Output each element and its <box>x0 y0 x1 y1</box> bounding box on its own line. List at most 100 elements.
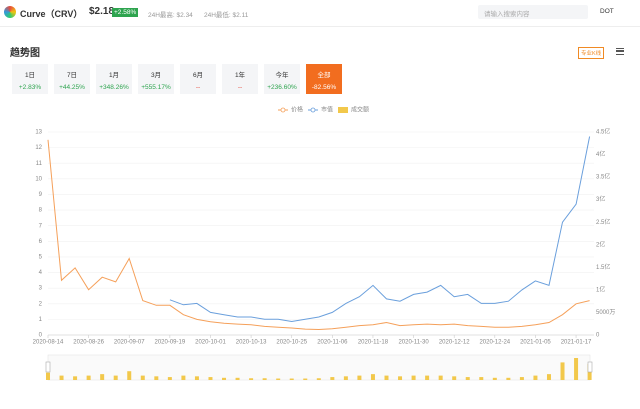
high: 24H最高: $2.34 <box>148 12 193 19</box>
volume-bar <box>384 375 389 380</box>
navigator-handle[interactable] <box>45 361 51 373</box>
volume-bar <box>222 377 227 380</box>
volume-bar <box>181 375 186 380</box>
x-tick-label: 2020-12-24 <box>479 340 510 346</box>
x-tick-label: 2020-10-01 <box>195 340 226 346</box>
volume-bar <box>113 375 118 380</box>
volume-bar <box>208 377 213 380</box>
y2-tick-label: 4亿 <box>596 150 605 158</box>
x-tick-label: 2020-10-25 <box>276 340 307 346</box>
volume-bar <box>154 376 159 380</box>
y-tick-label: 9 <box>39 192 43 198</box>
y2-tick-label: 1亿 <box>596 285 605 293</box>
search-box[interactable]: 请输入搜索内容 <box>478 5 588 19</box>
logo <box>4 6 16 18</box>
y-tick-label: 11 <box>36 161 43 167</box>
volume-bar <box>330 377 335 380</box>
volume-bar <box>519 377 524 380</box>
x-tick-label: 2020-08-26 <box>73 340 104 346</box>
tab-change: +348.26% <box>99 84 129 91</box>
y2-tick-label: 3.5亿 <box>596 173 610 181</box>
x-tick-label: 2020-11-06 <box>317 340 348 346</box>
price: $2.18 <box>89 6 115 17</box>
y-tick-label: 1 <box>39 317 43 323</box>
period-tab[interactable]: 3月 +555.17% <box>138 64 174 94</box>
volume-bar <box>86 375 91 380</box>
navigator-handle[interactable] <box>587 361 593 373</box>
tab-label: 3月 <box>150 72 162 79</box>
period-tab[interactable]: 1月 +348.26% <box>96 64 132 94</box>
tab-change: +555.17% <box>141 84 171 91</box>
x-tick-label: 2020-09-07 <box>114 340 145 346</box>
volume-bar <box>73 376 78 380</box>
volume-bar <box>100 374 105 380</box>
y2-tick-label: 2亿 <box>596 240 605 248</box>
y2-tick-label: 0 <box>596 333 600 339</box>
y2-tick-label: 3亿 <box>596 195 605 203</box>
volume-bar <box>343 376 348 380</box>
tab-label: 今年 <box>275 72 289 79</box>
y-tick-label: 2 <box>39 301 43 307</box>
y-tick-label: 12 <box>35 145 42 151</box>
volume-bar <box>452 376 457 380</box>
tab-change: +236.60% <box>267 84 297 91</box>
y-tick-label: 7 <box>39 223 43 229</box>
period-tab[interactable]: 今年 +236.60% <box>264 64 300 94</box>
volume-bar <box>194 376 199 380</box>
pro-button[interactable]: 专业K线 <box>578 47 605 59</box>
volume-bar <box>506 377 511 380</box>
tab-label: 1年 <box>234 72 246 79</box>
volume-bar <box>357 375 362 380</box>
line-series <box>47 139 590 331</box>
y-tick-label: 10 <box>35 176 42 182</box>
legend-label: 成交额 <box>351 106 369 114</box>
change-badge: +2.58% <box>112 8 139 17</box>
legend-label: 价格 <box>291 106 303 114</box>
period-tab[interactable]: 7日 +44.25% <box>54 64 90 94</box>
volume-bar <box>411 375 416 380</box>
volume-bar <box>425 375 430 380</box>
volume-bar <box>546 374 551 380</box>
volume-bar <box>574 358 579 380</box>
volume-bar <box>533 375 538 380</box>
volume-bar <box>167 377 172 380</box>
period-tab[interactable]: 6月 -- <box>180 64 216 94</box>
volume-bar <box>438 375 443 380</box>
legend-swatch <box>338 107 348 113</box>
y-tick-label: 5 <box>39 255 43 261</box>
navigator <box>47 354 591 381</box>
x-tick-label: 2020-10-13 <box>236 340 267 346</box>
y-tick-label: 3 <box>39 286 43 292</box>
y-tick-label: 4 <box>39 270 43 276</box>
y-tick-label: 0 <box>39 333 43 339</box>
period-tab[interactable]: 1年 -- <box>222 64 258 94</box>
volume-bar <box>235 377 240 380</box>
search-tag[interactable]: DOT <box>600 8 614 15</box>
volume-bar <box>560 362 565 380</box>
x-tick-label: 2020-11-30 <box>398 340 429 346</box>
x-tick-label: 2021-01-17 <box>561 340 592 346</box>
volume-bar <box>479 377 484 380</box>
menu-icon[interactable] <box>616 48 624 55</box>
x-tick-label: 2020-12-12 <box>439 340 470 346</box>
search-placeholder: 请输入搜索内容 <box>484 11 530 18</box>
volume-bar <box>303 378 308 380</box>
period-tab[interactable]: 1日 +2.83% <box>12 64 48 94</box>
volume-bar <box>262 378 267 380</box>
header-line <box>0 26 640 27</box>
coin-name: Curve（CRV） <box>20 9 83 19</box>
y2-tick-label: 4.5亿 <box>596 128 610 136</box>
volume-bar <box>289 378 294 380</box>
y2-tick-label: 1.5亿 <box>596 263 610 271</box>
low: 24H最低: $2.11 <box>204 12 249 19</box>
period-tab[interactable]: 全部 -82.56% <box>306 64 342 94</box>
y-tick-label: 6 <box>39 239 43 245</box>
x-tick-label: 2020-08-14 <box>33 340 64 346</box>
tab-label: 1月 <box>108 72 120 79</box>
tab-label: 1日 <box>24 72 36 79</box>
x-tick-label: 2020-11-18 <box>358 340 389 346</box>
volume-bar <box>140 375 145 380</box>
volume-bar <box>398 376 403 380</box>
volume-bar <box>465 377 470 380</box>
